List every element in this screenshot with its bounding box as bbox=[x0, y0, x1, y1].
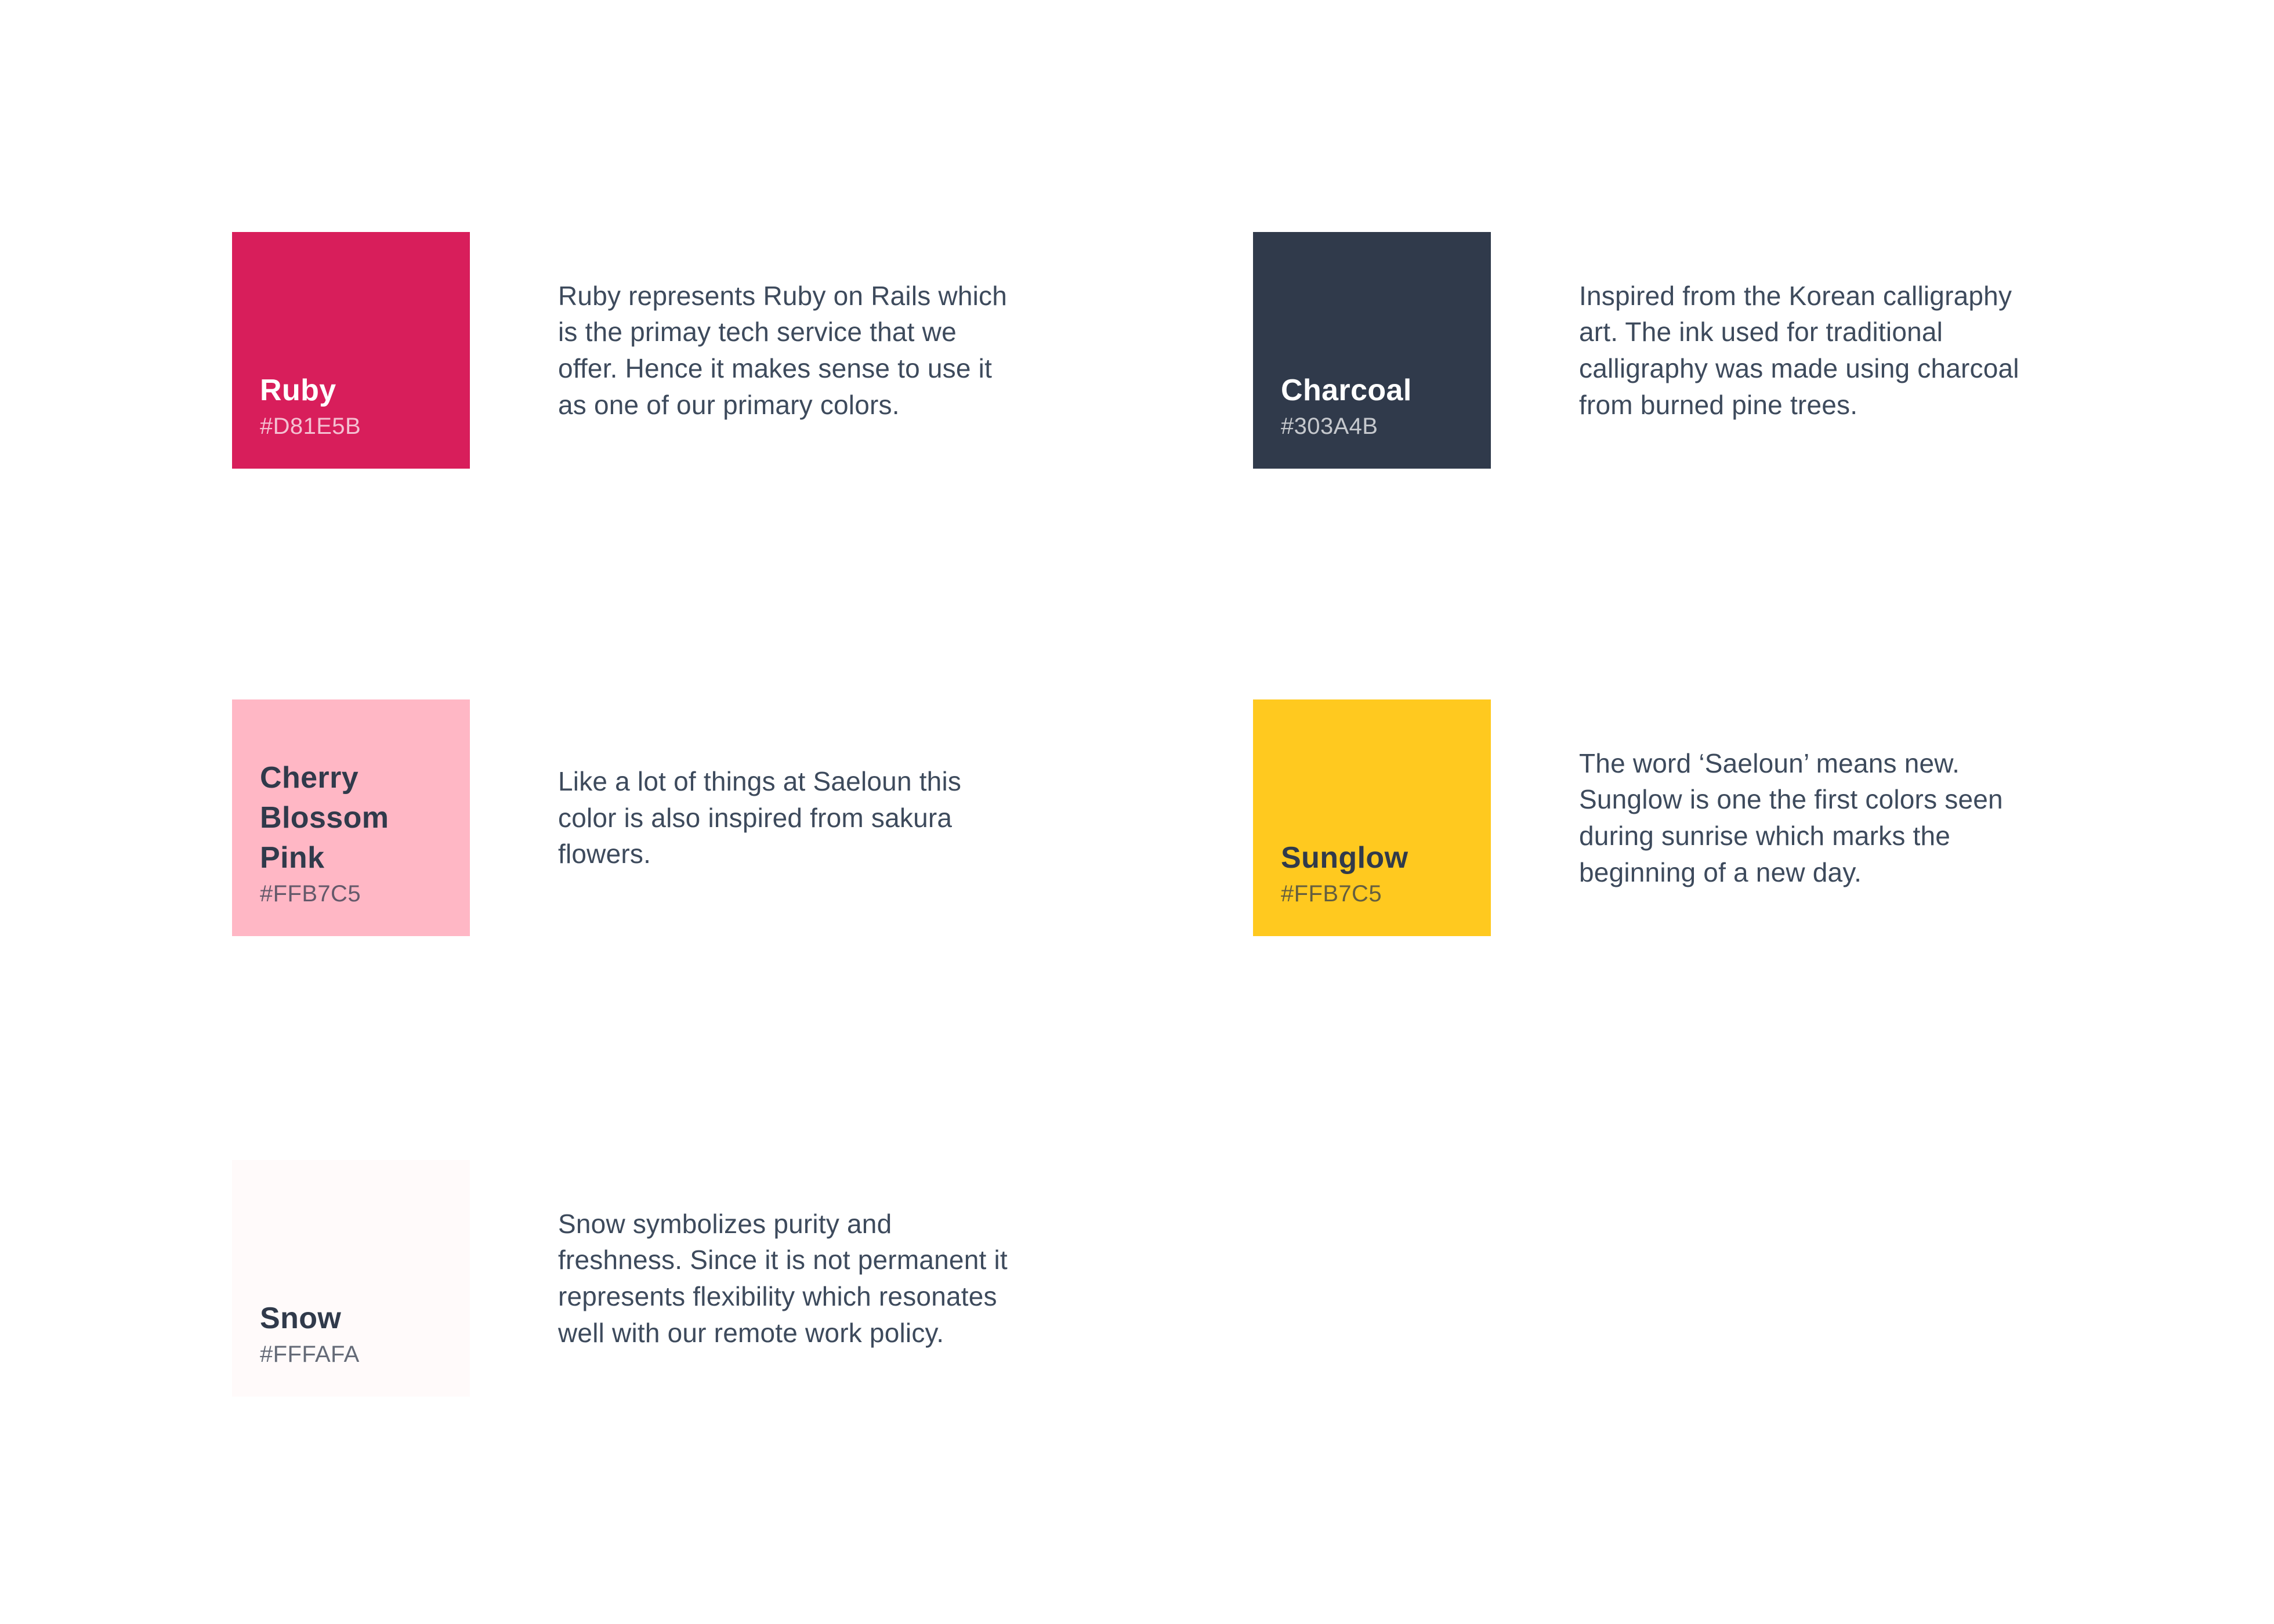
color-card-ruby: Ruby #D81E5B Ruby represents Ruby on Rai… bbox=[232, 232, 1018, 469]
color-hex-label: #FFFAFA bbox=[260, 1342, 360, 1367]
palette-row-3: Snow #FFFAFA Snow symbolizes purity and … bbox=[232, 1160, 1018, 1397]
palette-row-1: Ruby #D81E5B Ruby represents Ruby on Rai… bbox=[232, 232, 2039, 469]
color-hex-label: #FFB7C5 bbox=[1281, 881, 1382, 907]
color-description: Snow symbolizes purity and freshness. Si… bbox=[558, 1208, 1008, 1348]
color-name-label: Snow bbox=[260, 1301, 342, 1335]
color-hex-label: #FFB7C5 bbox=[260, 881, 361, 907]
color-card-cherry-blossom-pink: Cherry Blossom Pink #FFB7C5 Like a lot o… bbox=[232, 699, 1018, 936]
color-name-label: Cherry Blossom Pink bbox=[260, 760, 389, 875]
color-hex-label: #D81E5B bbox=[260, 414, 361, 439]
color-card-snow: Snow #FFFAFA Snow symbolizes purity and … bbox=[232, 1160, 1018, 1397]
color-description: Inspired from the Korean calligraphy art… bbox=[1579, 280, 2019, 420]
color-swatch-charcoal: Charcoal #303A4B bbox=[1253, 232, 1491, 469]
color-swatch-snow: Snow #FFFAFA bbox=[232, 1160, 470, 1397]
color-name-label: Charcoal bbox=[1281, 373, 1412, 407]
color-swatch-sunglow: Sunglow #FFB7C5 bbox=[1253, 699, 1491, 936]
color-card-charcoal: Charcoal #303A4B Inspired from the Korea… bbox=[1253, 232, 2039, 469]
color-description: Ruby represents Ruby on Rails which is t… bbox=[558, 280, 1008, 420]
color-name-label: Ruby bbox=[260, 373, 336, 407]
color-card-sunglow: Sunglow #FFB7C5 The word ‘Saeloun’ means… bbox=[1253, 699, 2039, 936]
color-name-label: Sunglow bbox=[1281, 840, 1408, 875]
color-swatch-ruby: Ruby #D81E5B bbox=[232, 232, 470, 469]
color-swatch-cherry-blossom-pink: Cherry Blossom Pink #FFB7C5 bbox=[232, 699, 470, 936]
color-hex-label: #303A4B bbox=[1281, 414, 1378, 439]
palette-row-2: Cherry Blossom Pink #FFB7C5 Like a lot o… bbox=[232, 699, 2039, 936]
color-description: The word ‘Saeloun’ means new. Sunglow is… bbox=[1579, 748, 2003, 887]
color-description: Like a lot of things at Saeloun this col… bbox=[558, 766, 962, 869]
